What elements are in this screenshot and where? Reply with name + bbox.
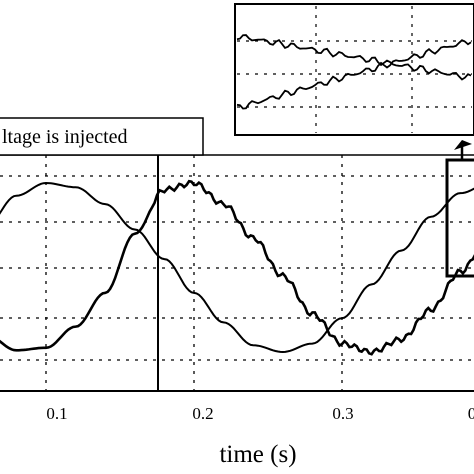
x-tick-label-2: 0.3 [332,404,353,423]
annotation-box [0,117,204,156]
x-tick-label-3: 0 [468,404,474,423]
inset-trace-falling [236,34,472,81]
plot-frame [0,154,474,392]
inset-plot [234,3,474,136]
inset-series-group [236,34,472,110]
grid [0,155,474,391]
x-tick-labels: 0.1 0.2 0.3 0 [46,404,474,423]
series-line-1 [0,181,474,354]
zoom-arrow-head [454,140,472,150]
zoom-box-group [445,140,474,278]
x-tick-label-1: 0.2 [192,404,213,423]
x-axis-title: time (s) [219,441,296,468]
annotation-label: ltage is injected [2,126,128,148]
inset-trace-rising [236,39,472,110]
zoom-box [445,158,474,278]
series-group [0,179,474,356]
annotation-group: ltage is injected [0,117,204,391]
series-line-2 [0,179,474,356]
inset-frame [234,3,474,136]
x-tick-label-0: 0.1 [46,404,67,423]
